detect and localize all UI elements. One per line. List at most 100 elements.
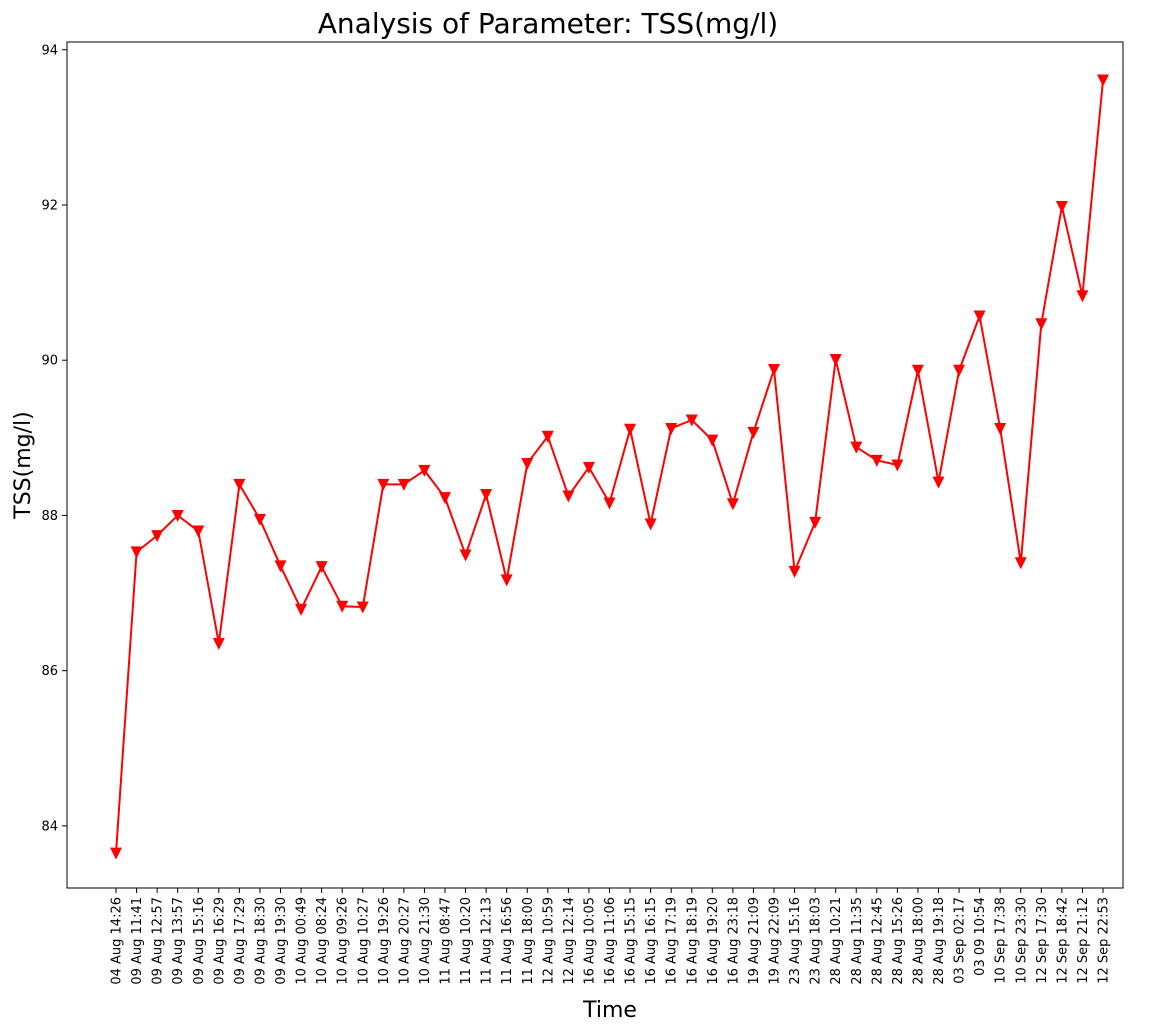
data-point bbox=[295, 603, 308, 616]
data-point bbox=[171, 509, 184, 522]
data-point bbox=[541, 430, 554, 443]
x-tick-label: 09 Aug 19:30 bbox=[274, 897, 289, 985]
data-point bbox=[151, 530, 164, 543]
data-point bbox=[356, 601, 369, 614]
x-tick-label: 16 Aug 10:05 bbox=[582, 897, 597, 985]
data-point bbox=[500, 574, 513, 587]
data-point bbox=[253, 513, 266, 526]
x-tick-label: 10 Aug 08:24 bbox=[315, 897, 330, 985]
x-tick-label: 28 Aug 11:35 bbox=[850, 897, 865, 985]
data-point bbox=[911, 364, 924, 377]
x-tick-label: 28 Aug 12:45 bbox=[870, 897, 885, 985]
data-point bbox=[562, 490, 575, 503]
data-point bbox=[768, 364, 780, 377]
data-point bbox=[603, 497, 616, 510]
x-tick-label: 23 Aug 15:16 bbox=[788, 897, 803, 985]
data-point bbox=[932, 476, 945, 489]
x-tick-label: 09 Aug 16:29 bbox=[212, 897, 227, 985]
x-axis: 04 Aug 14:26 09 Aug 11:41 09 Aug 12:57 09 A… bbox=[110, 888, 1112, 985]
data-point bbox=[480, 488, 493, 501]
data-point bbox=[1055, 201, 1068, 214]
plot-frame bbox=[66, 41, 1124, 889]
data-point bbox=[521, 457, 534, 470]
data-point bbox=[212, 638, 225, 651]
y-axis: 84 86 88 90 92 94 bbox=[41, 43, 67, 834]
x-tick-label: 16 Aug 15:15 bbox=[624, 897, 639, 985]
x-tick-label: 10 Aug 10:27 bbox=[356, 897, 371, 985]
data-point bbox=[665, 423, 678, 436]
data-point bbox=[973, 310, 986, 323]
x-tick-label: 10 Sep 23:30 bbox=[1014, 897, 1029, 984]
y-tick-label: 90 bbox=[41, 354, 58, 369]
data-point bbox=[953, 364, 966, 377]
data-point bbox=[644, 518, 657, 531]
data-point bbox=[994, 423, 1007, 436]
x-tick-label: 12 Sep 17:30 bbox=[1035, 897, 1050, 984]
x-tick-label: 10 Aug 20:27 bbox=[397, 897, 412, 985]
y-tick-label: 88 bbox=[41, 509, 58, 524]
y-tick-label: 94 bbox=[41, 43, 58, 58]
x-tick-label: 12 Aug 10:59 bbox=[541, 897, 556, 985]
x-tick-label: 09 Aug 11:41 bbox=[130, 897, 145, 985]
data-point bbox=[274, 560, 287, 573]
data-point bbox=[439, 492, 451, 505]
data-point bbox=[110, 847, 122, 860]
y-tick-label: 84 bbox=[41, 819, 58, 834]
y-tick-label: 92 bbox=[41, 198, 58, 213]
x-tick-label: 11 Aug 12:13 bbox=[480, 897, 495, 985]
x-tick-label: 11 Aug 08:47 bbox=[439, 897, 454, 985]
x-tick-label: 12 Sep 21:12 bbox=[1076, 897, 1091, 984]
x-tick-label: 23 Aug 18:03 bbox=[809, 897, 824, 985]
chart-title: Analysis of Parameter: TSS(mg/l) bbox=[318, 7, 778, 40]
x-tick-label: 16 Aug 11:06 bbox=[603, 897, 618, 985]
data-point bbox=[685, 414, 698, 427]
x-tick-label: 12 Sep 22:53 bbox=[1097, 897, 1112, 984]
data-point bbox=[1035, 318, 1048, 331]
data-point bbox=[397, 478, 410, 491]
data-point bbox=[315, 561, 328, 574]
data-point bbox=[870, 454, 883, 467]
data-markers bbox=[110, 74, 1109, 860]
data-point bbox=[582, 461, 595, 474]
x-tick-label: 16 Aug 17:19 bbox=[665, 897, 680, 985]
data-point bbox=[726, 498, 739, 511]
x-tick-label: 12 Aug 12:14 bbox=[562, 897, 577, 985]
data-point bbox=[418, 464, 431, 477]
x-tick-label: 11 Aug 18:00 bbox=[521, 897, 536, 985]
y-axis-label: TSS(mg/l) bbox=[11, 411, 36, 519]
data-point bbox=[706, 434, 719, 447]
x-tick-label: 28 Aug 19:18 bbox=[932, 897, 947, 985]
data-point bbox=[891, 459, 904, 472]
x-tick-label: 04 Aug 14:26 bbox=[110, 897, 125, 985]
x-tick-label: 16 Aug 23:18 bbox=[726, 897, 741, 985]
x-tick-label: 03 Sep 02:17 bbox=[953, 897, 968, 984]
data-point bbox=[747, 426, 760, 439]
x-tick-label: 10 Aug 00:49 bbox=[295, 897, 310, 985]
x-tick-label: 19 Aug 22:09 bbox=[768, 897, 783, 985]
data-point bbox=[377, 478, 390, 491]
data-point bbox=[1014, 557, 1027, 570]
x-tick-label: 16 Aug 19:20 bbox=[706, 897, 721, 985]
x-tick-label: 28 Aug 18:00 bbox=[911, 897, 926, 985]
x-tick-label: 16 Aug 16:15 bbox=[644, 897, 659, 985]
x-tick-label: 10 Aug 09:26 bbox=[336, 897, 351, 985]
data-point bbox=[829, 353, 842, 366]
series-line bbox=[115, 79, 1104, 854]
x-tick-label: 09 Aug 17:29 bbox=[233, 897, 248, 985]
data-point bbox=[809, 516, 822, 529]
data-point bbox=[130, 546, 143, 559]
x-tick-label: 28 Aug 15:26 bbox=[891, 897, 906, 985]
data-point bbox=[233, 478, 246, 491]
x-tick-label: 03 09 10:54 bbox=[973, 897, 988, 976]
x-axis-label: Time bbox=[582, 998, 637, 1023]
data-point bbox=[850, 441, 863, 454]
data-point bbox=[1076, 290, 1089, 303]
x-tick-label: 28 Aug 10:21 bbox=[829, 897, 844, 985]
data-point bbox=[459, 549, 472, 562]
x-tick-label: 19 Aug 21:09 bbox=[747, 897, 762, 985]
x-tick-label: 12 Sep 18:42 bbox=[1055, 897, 1070, 984]
x-tick-label: 10 Aug 21:30 bbox=[418, 897, 433, 985]
y-tick-label: 86 bbox=[41, 664, 58, 679]
x-tick-label: 10 Sep 17:38 bbox=[994, 897, 1009, 984]
